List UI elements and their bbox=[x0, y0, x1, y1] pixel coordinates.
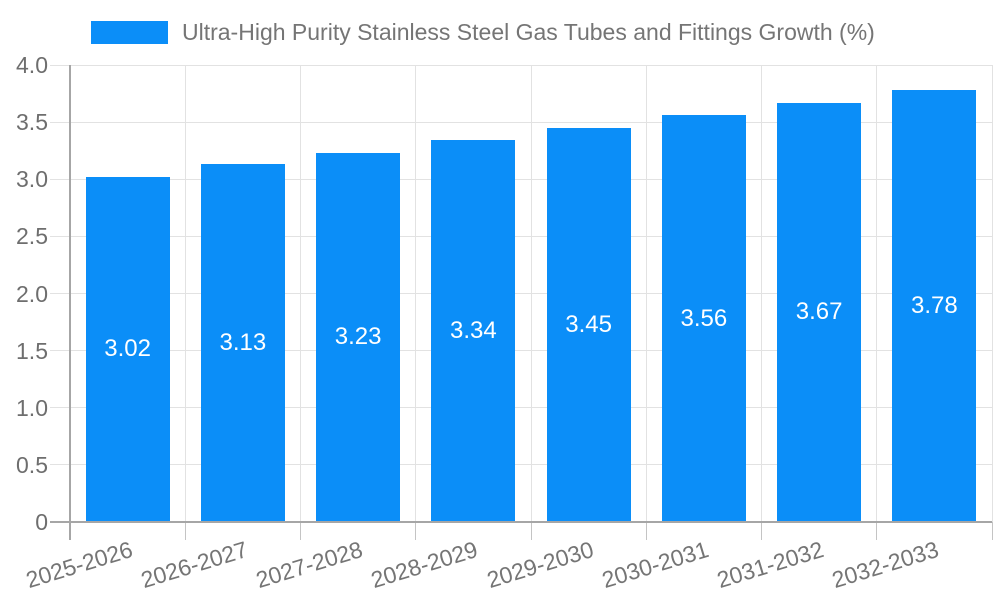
x-axis-tick bbox=[300, 522, 301, 540]
gridline-horizontal bbox=[50, 64, 992, 66]
y-tick-label: 0.5 bbox=[16, 451, 48, 478]
gridline-vertical bbox=[415, 65, 417, 522]
gridline-vertical bbox=[530, 65, 532, 522]
gridline-horizontal bbox=[50, 293, 992, 294]
bar-2030-2031[interactable] bbox=[661, 115, 746, 522]
gridline-vertical bbox=[991, 65, 993, 522]
bar-value-label: 3.78 bbox=[911, 292, 958, 320]
gridline-horizontal bbox=[50, 350, 992, 352]
gridline-vertical bbox=[761, 65, 762, 522]
gridline-horizontal bbox=[50, 407, 992, 409]
bar-2028-2029[interactable] bbox=[431, 140, 516, 522]
gridline-horizontal bbox=[50, 178, 992, 180]
x-axis-tick bbox=[761, 522, 762, 540]
bar-value-label: 3.67 bbox=[795, 298, 843, 326]
y-tick-label: 2.5 bbox=[16, 223, 48, 250]
y-tick-label: 4.0 bbox=[16, 52, 48, 78]
x-axis-tick bbox=[876, 522, 878, 540]
legend-swatch bbox=[91, 21, 168, 44]
gridline-horizontal bbox=[50, 235, 992, 237]
bar-2025-2026[interactable] bbox=[85, 176, 170, 522]
y-tick-label: 1.5 bbox=[16, 337, 48, 364]
bar-2027-2028[interactable] bbox=[316, 152, 401, 522]
x-axis-tick bbox=[645, 522, 647, 540]
x-axis-tick bbox=[991, 522, 993, 540]
y-tick-label: 0 bbox=[35, 509, 48, 535]
legend-item[interactable]: Ultra-High Purity Stainless Steel Gas Tu… bbox=[91, 19, 875, 46]
gridline-vertical bbox=[876, 65, 878, 522]
y-axis-line bbox=[69, 65, 71, 540]
bar-value-label: 3.02 bbox=[104, 335, 151, 363]
x-axis-tick bbox=[184, 522, 186, 540]
y-tick-label: 3.5 bbox=[16, 109, 48, 136]
gridline-vertical bbox=[184, 65, 186, 522]
bar-2026-2027[interactable] bbox=[200, 164, 285, 522]
gridline-horizontal bbox=[50, 464, 992, 466]
y-tick-label: 1.0 bbox=[16, 394, 48, 421]
bar-value-label: 3.13 bbox=[219, 329, 267, 357]
legend-series-label: Ultra-High Purity Stainless Steel Gas Tu… bbox=[182, 19, 875, 45]
y-tick-label: 3.0 bbox=[16, 166, 48, 193]
bar-value-label: 3.56 bbox=[680, 304, 728, 332]
x-axis-line bbox=[50, 521, 992, 523]
gridline-vertical bbox=[645, 65, 647, 522]
bar-2032-2033[interactable] bbox=[892, 90, 977, 522]
gridline-vertical bbox=[300, 65, 301, 522]
bar-2031-2032[interactable] bbox=[777, 102, 862, 522]
bar-value-label: 3.23 bbox=[334, 323, 382, 351]
bar-value-label: 3.45 bbox=[565, 310, 612, 338]
x-axis-tick bbox=[415, 522, 417, 540]
bar-2029-2030[interactable] bbox=[546, 127, 631, 522]
bar-value-label: 3.34 bbox=[450, 317, 497, 345]
x-axis-tick bbox=[530, 522, 532, 540]
y-tick-label: 2.0 bbox=[16, 280, 48, 307]
gridline-horizontal bbox=[50, 121, 992, 123]
